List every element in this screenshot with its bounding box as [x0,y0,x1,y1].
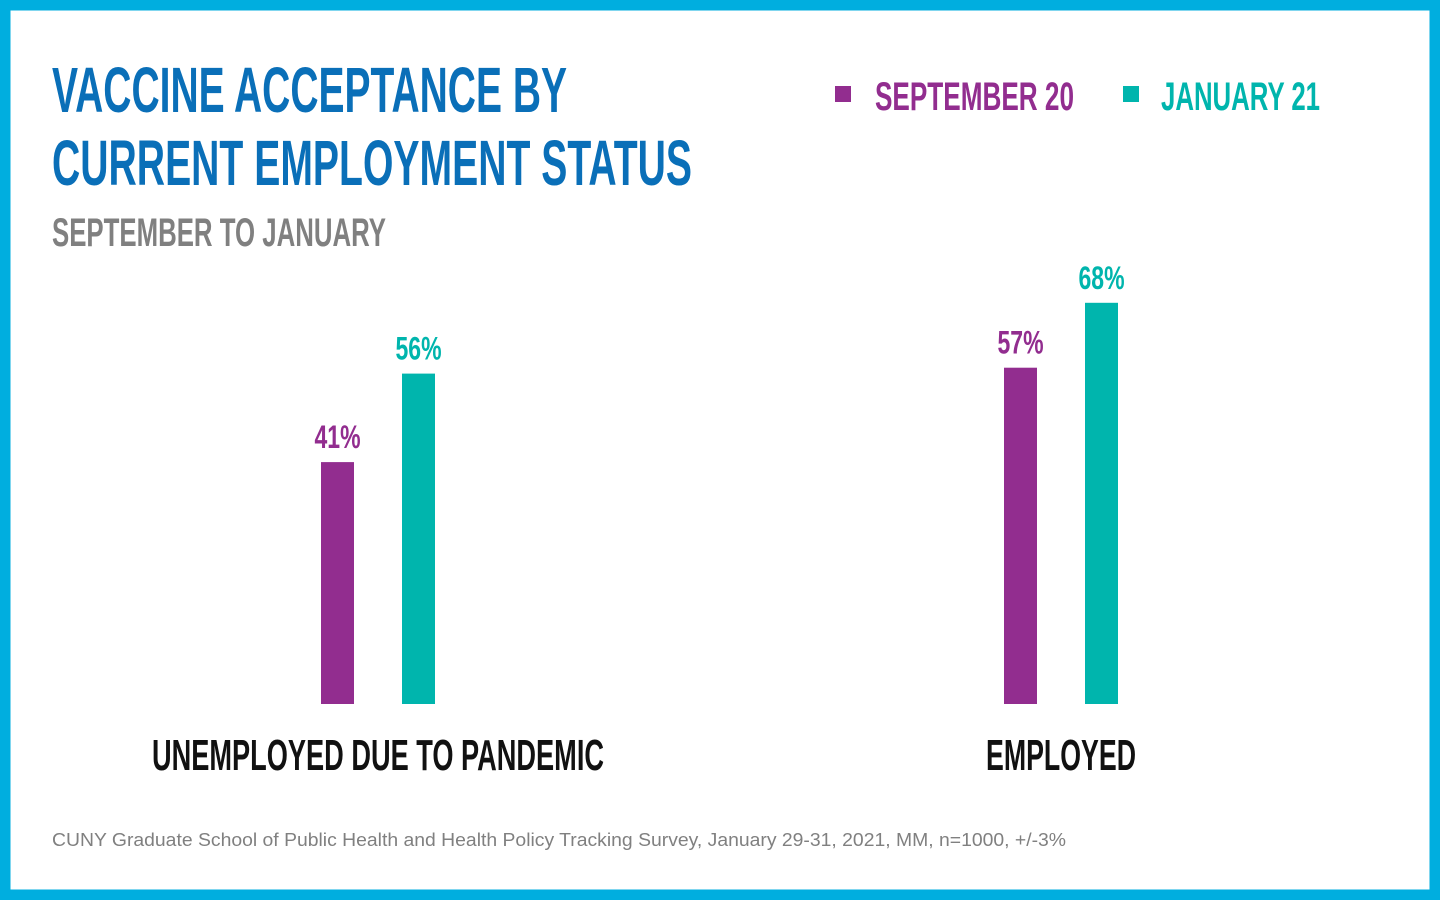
chart-title-line2: CURRENT EMPLOYMENT STATUS [52,127,692,199]
data-label-january-1: 68% [1079,260,1125,296]
category-label-unemployed: UNEMPLOYED DUE TO PANDEMIC [152,731,604,780]
data-label-september-1: 57% [998,325,1044,361]
data-label-september-0: 41% [315,419,361,455]
source-footnote: CUNY Graduate School of Public Health an… [52,830,1066,850]
bar-september-0 [321,462,354,704]
bar-september-1 [1004,367,1037,704]
category-label-employed: EMPLOYED [986,731,1136,780]
data-label-january-0: 56% [396,331,442,367]
legend-label-january: JANUARY 21 [1161,75,1320,119]
bars: 41% 57% 56% 68% [315,260,1125,704]
legend-label-september: SEPTEMBER 20 [875,75,1074,119]
chart-title-line1: VACCINE ACCEPTANCE BY [52,54,567,126]
bar-january-1 [1085,302,1118,704]
legend: SEPTEMBER 20 JANUARY 21 [835,75,1320,119]
bar-january-0 [402,373,435,704]
legend-swatch-january [1123,86,1139,102]
legend-swatch-september [835,86,851,102]
chart-subtitle: SEPTEMBER TO JANUARY [52,211,386,255]
